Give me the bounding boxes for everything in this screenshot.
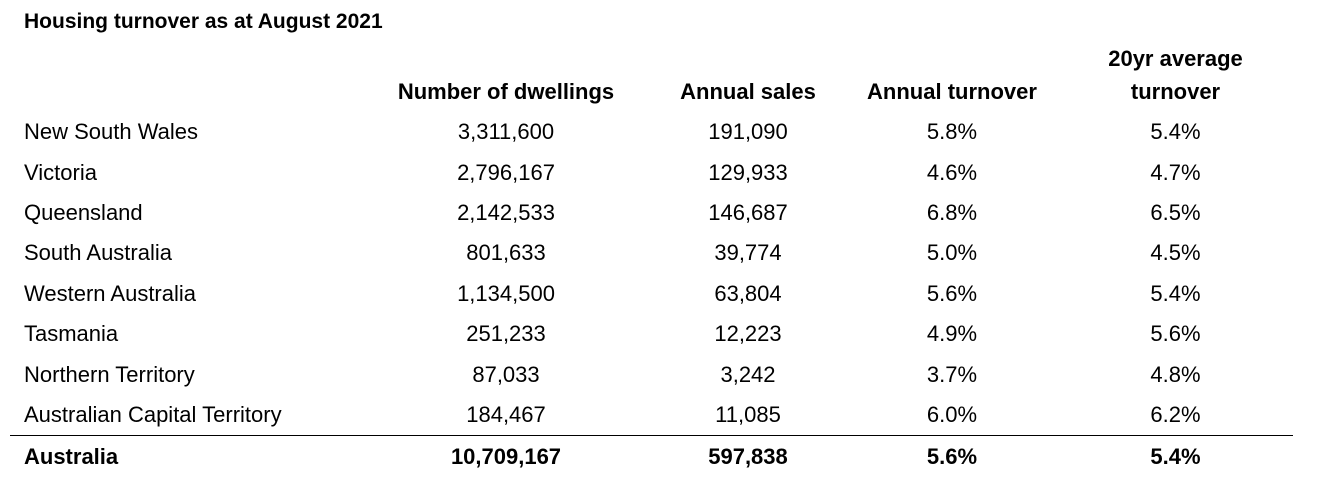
turnover-value: 5.8% [926,119,978,145]
average-turnover-value: 4.7% [1150,159,1201,185]
dwellings-value: 2,142,533 [457,199,555,225]
region-name: Northern Territory [24,361,195,387]
dwellings-value: 3,311,600 [457,119,555,145]
turnover-value: 5.6% [926,280,978,306]
turnover-value: 4.6% [926,159,978,185]
dwellings-value: 1,134,500 [457,280,555,306]
average-turnover-header-label: 20yr average turnover [1108,46,1243,104]
turnover-value: 4.9% [926,321,978,347]
average-turnover-value: 6.5% [1150,199,1201,225]
sales-value: 146,687 [708,199,788,225]
region-name: Queensland [24,199,143,225]
dwellings-value: 801,633 [466,240,546,266]
sales-value: 39,774 [714,240,782,266]
column-header-dwellings: Number of dwellings [397,79,615,104]
total-sales-value: 597,838 [650,435,846,479]
table-row: Queensland 2,142,533 146,687 6.8% 6.5% [10,193,1293,233]
sales-value: 11,085 [715,401,781,427]
dwellings-value: 2,796,167 [457,159,555,185]
dwellings-value: 251,233 [466,321,546,347]
sales-value: 129,933 [708,159,788,185]
average-turnover-value: 4.8% [1150,361,1201,387]
average-turnover-value: 4.5% [1150,240,1201,266]
table-row: Western Australia 1,134,500 63,804 5.6% … [10,274,1293,314]
region-name: Victoria [24,159,97,185]
column-header-region [10,42,362,112]
total-turnover-value: 5.6% [846,435,1058,479]
sales-value: 12,223 [714,321,782,347]
turnover-value: 3.7% [926,361,978,387]
table-row: Victoria 2,796,167 129,933 4.6% 4.7% [10,152,1293,192]
housing-turnover-table: Number of dwellings Annual sales Annual … [10,42,1293,479]
table-row: Tasmania 251,233 12,223 4.9% 5.6% [10,314,1293,354]
region-name: New South Wales [24,119,199,145]
average-turnover-value: 5.6% [1150,321,1201,347]
table-row: South Australia 801,633 39,774 5.0% 4.5% [10,233,1293,273]
total-average-turnover-value: 5.4% [1058,435,1293,479]
table-title: Housing turnover as at August 2021 [24,10,383,33]
header-row: Number of dwellings Annual sales Annual … [10,42,1293,112]
total-dwellings-value: 10,709,167 [362,435,650,479]
region-name: Australian Capital Territory [24,401,282,427]
table-row: Australian Capital Territory 184,467 11,… [10,395,1293,436]
table-row: Northern Territory 87,033 3,242 3.7% 4.8… [10,354,1293,394]
region-name: South Australia [24,240,172,266]
average-turnover-value: 5.4% [1150,280,1201,306]
column-header-sales: Annual sales [680,79,816,104]
sales-value: 3,242 [720,361,776,387]
turnover-value: 6.0% [926,401,978,427]
region-name: Tasmania [24,321,119,347]
average-turnover-value: 5.4% [1150,119,1201,145]
turnover-value: 6.8% [926,199,978,225]
average-turnover-value: 6.2% [1150,401,1201,427]
table-row: New South Wales 3,311,600 191,090 5.8% 5… [10,112,1293,152]
turnover-value: 5.0% [926,240,978,266]
column-header-turnover: Annual turnover [867,79,1037,104]
sales-value: 191,090 [708,119,788,145]
total-row: Australia 10,709,167 597,838 5.6% 5.4% [10,435,1293,479]
sales-value: 63,804 [714,280,782,306]
column-header-average-turnover: 20yr average turnover [1058,42,1293,112]
dwellings-value: 184,467 [466,401,546,427]
total-region-name: Australia [10,435,362,479]
dwellings-value: 87,033 [472,361,540,387]
region-name: Western Australia [24,280,197,306]
